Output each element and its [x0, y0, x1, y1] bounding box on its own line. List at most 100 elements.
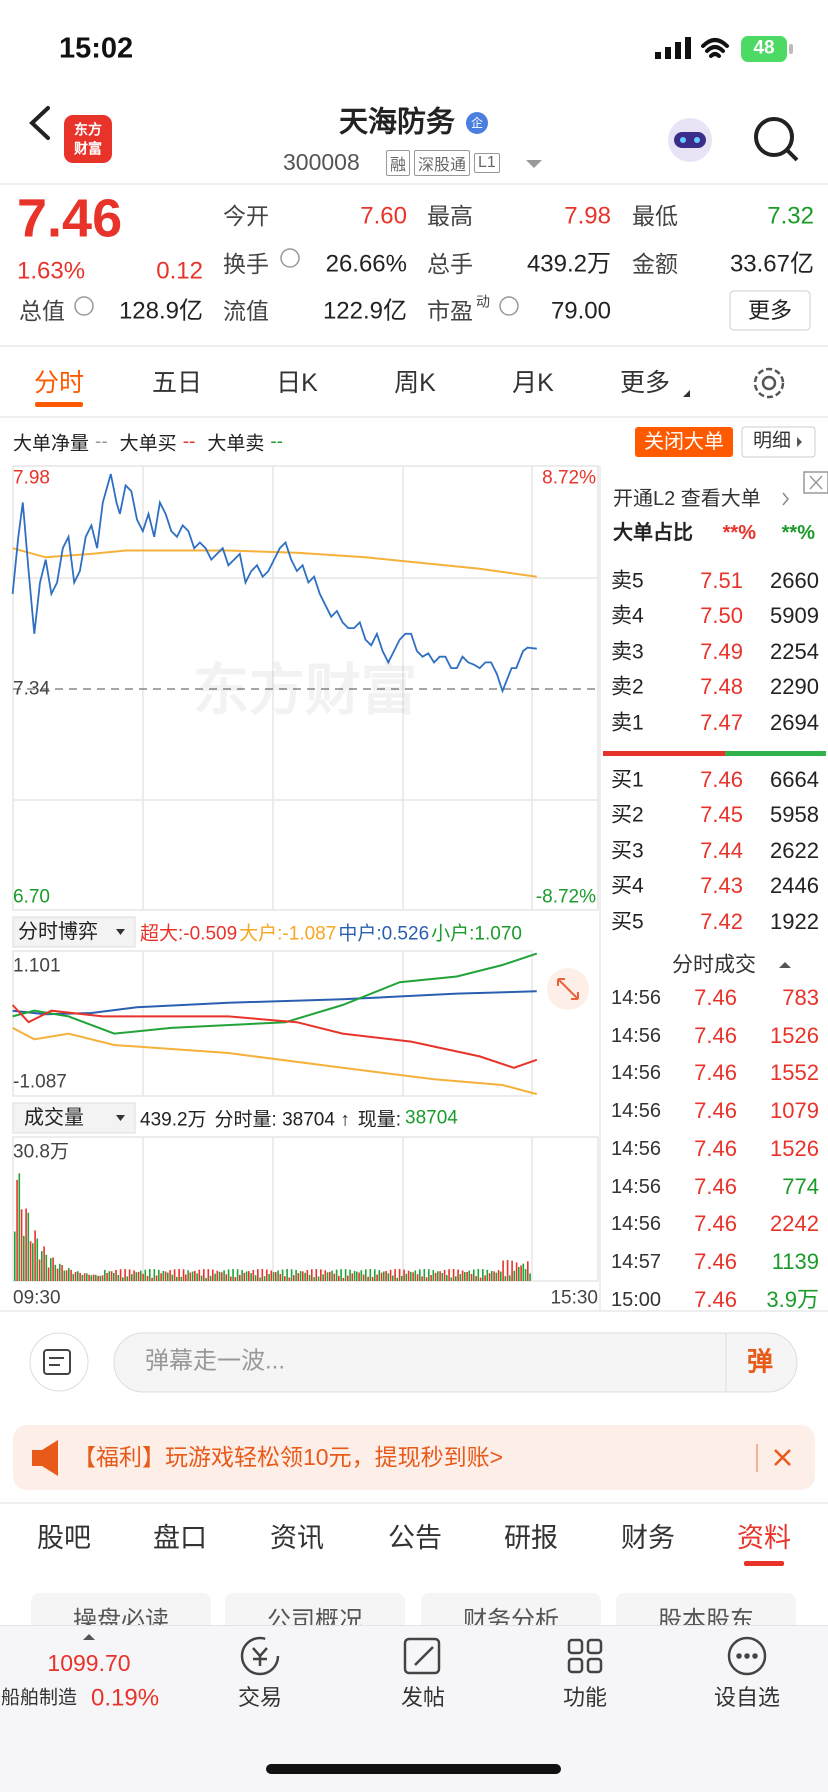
banner-text[interactable]: 【福利】玩游戏轻松领10元，提现秒到账>	[73, 1444, 504, 1471]
sub-tabs: 操盘必读 公司概况 财务分析 股本股东	[0, 1590, 828, 1625]
nav-item[interactable]: 交易	[237, 1684, 283, 1710]
volume-selector-text[interactable]: 成交量	[24, 1107, 84, 1129]
legend-name: 大单净量	[13, 433, 90, 455]
info-tab[interactable]: 资料	[737, 1522, 791, 1553]
order-level: 卖2	[611, 675, 644, 699]
info-tab[interactable]: 公告	[388, 1522, 442, 1553]
volume-bar	[360, 1270, 363, 1281]
volume-bar	[317, 1276, 320, 1281]
sub-tab[interactable]: 财务分析	[421, 1593, 601, 1625]
volume-minute: 分时量: 38704 ↑	[214, 1109, 350, 1131]
expand-icon[interactable]	[547, 968, 589, 1010]
order-volume: 2290	[770, 673, 819, 699]
search-icon[interactable]	[754, 117, 799, 162]
info-tab[interactable]: 资讯	[270, 1522, 324, 1553]
volume-bar	[329, 1271, 331, 1281]
volume-bar	[180, 1276, 183, 1281]
volume-bar	[369, 1269, 372, 1281]
change: 0.12	[156, 257, 203, 285]
volume-bar	[349, 1269, 351, 1281]
info-icon	[74, 248, 519, 316]
banner-close[interactable]	[774, 1449, 791, 1466]
tag: 深股通	[414, 150, 471, 176]
chart-tab[interactable]: 周K	[394, 369, 436, 397]
chart-tab[interactable]: 日K	[276, 369, 318, 397]
trade-volume: 783	[782, 984, 819, 1010]
volume-bar	[43, 1246, 45, 1281]
volume-bar	[214, 1273, 216, 1281]
volume-bar	[23, 1235, 25, 1281]
volume-bar	[299, 1271, 302, 1281]
sub-tab[interactable]: 股本股东	[616, 1593, 796, 1625]
volume-bar	[167, 1272, 169, 1281]
panel-close[interactable]	[803, 471, 828, 494]
chart-tab[interactable]: 更多	[619, 369, 671, 397]
nav-item[interactable]: 发帖	[400, 1684, 446, 1710]
info-tab[interactable]: 股吧	[37, 1522, 91, 1553]
game-selector[interactable]	[12, 916, 136, 948]
button-text[interactable]: 关闭大单	[644, 431, 724, 453]
volume-bar	[207, 1269, 210, 1281]
trade-price: 7.46	[694, 1173, 737, 1199]
volume-bar	[434, 1272, 437, 1281]
field-label: 最高	[427, 203, 473, 230]
change-pct: 1.63%	[17, 257, 86, 285]
trade-time: 14:56	[611, 1137, 662, 1160]
volume-bar	[92, 1274, 95, 1281]
game-selector-text[interactable]: 分时博弈	[18, 921, 98, 943]
sub-tab[interactable]: 操盘必读	[31, 1593, 211, 1625]
trade-time: 14:56	[611, 987, 662, 1009]
banner[interactable]	[13, 1425, 815, 1490]
volume-bar	[423, 1269, 426, 1281]
chart-tab[interactable]: 五日	[151, 369, 203, 397]
robot-icon[interactable]	[668, 118, 712, 162]
volume-bar	[68, 1268, 70, 1281]
info-tab[interactable]: 研报	[504, 1522, 558, 1553]
info-tab[interactable]: 财务	[621, 1522, 675, 1553]
trade-time: 14:56	[611, 1213, 662, 1236]
danmaku-button[interactable]: 弹	[746, 1346, 774, 1377]
order-level: 买2	[611, 803, 644, 827]
volume-bar	[176, 1276, 178, 1281]
trade-price: 7.46	[694, 1210, 737, 1236]
detail-button[interactable]	[741, 426, 816, 458]
sub-tab[interactable]: 公司概况	[225, 1593, 405, 1625]
l2-link[interactable]: 开通L2 查看大单	[613, 488, 761, 510]
trade-price: 7.46	[694, 984, 737, 1010]
volume-bar	[146, 1275, 149, 1281]
chart-tab[interactable]: 月K	[512, 369, 554, 397]
volume-bar	[286, 1269, 288, 1281]
back-icon[interactable]	[29, 106, 50, 140]
volume-bar	[518, 1266, 520, 1281]
volume-bar	[333, 1273, 336, 1281]
tags: 融深股通 L1	[386, 150, 500, 176]
comment-placeholder[interactable]: 弹幕走一波...	[145, 1347, 286, 1375]
volume-bar	[101, 1275, 104, 1281]
more-button-text[interactable]: 更多	[747, 297, 793, 323]
volume-bar	[403, 1269, 405, 1281]
volume-bar	[477, 1269, 480, 1281]
volume-bar	[133, 1270, 135, 1281]
settings-icon[interactable]	[753, 367, 785, 399]
volume-bar	[308, 1274, 311, 1281]
ratio-sell: **%	[781, 522, 815, 544]
nav-item[interactable]: 功能	[562, 1684, 608, 1710]
order-level: 卖1	[611, 711, 644, 735]
close-big-order-button[interactable]	[635, 427, 733, 457]
comment-input[interactable]	[113, 1332, 798, 1393]
comment-icon[interactable]	[29, 1332, 89, 1392]
button-text[interactable]: 明细	[752, 430, 792, 452]
info-tab[interactable]: 盘口	[153, 1522, 207, 1553]
dropdown-icon[interactable]	[526, 160, 542, 168]
nav-item[interactable]: 设自选	[713, 1684, 781, 1710]
volume-bar	[113, 1272, 115, 1281]
volume-bar	[77, 1271, 79, 1281]
more-button[interactable]	[729, 290, 811, 331]
trade-price: 7.46	[694, 1097, 737, 1123]
volume-bar	[29, 1241, 32, 1281]
chart-tab[interactable]: 分时	[33, 369, 85, 397]
volume-bar	[126, 1276, 129, 1281]
volume-selector[interactable]	[12, 1102, 136, 1134]
